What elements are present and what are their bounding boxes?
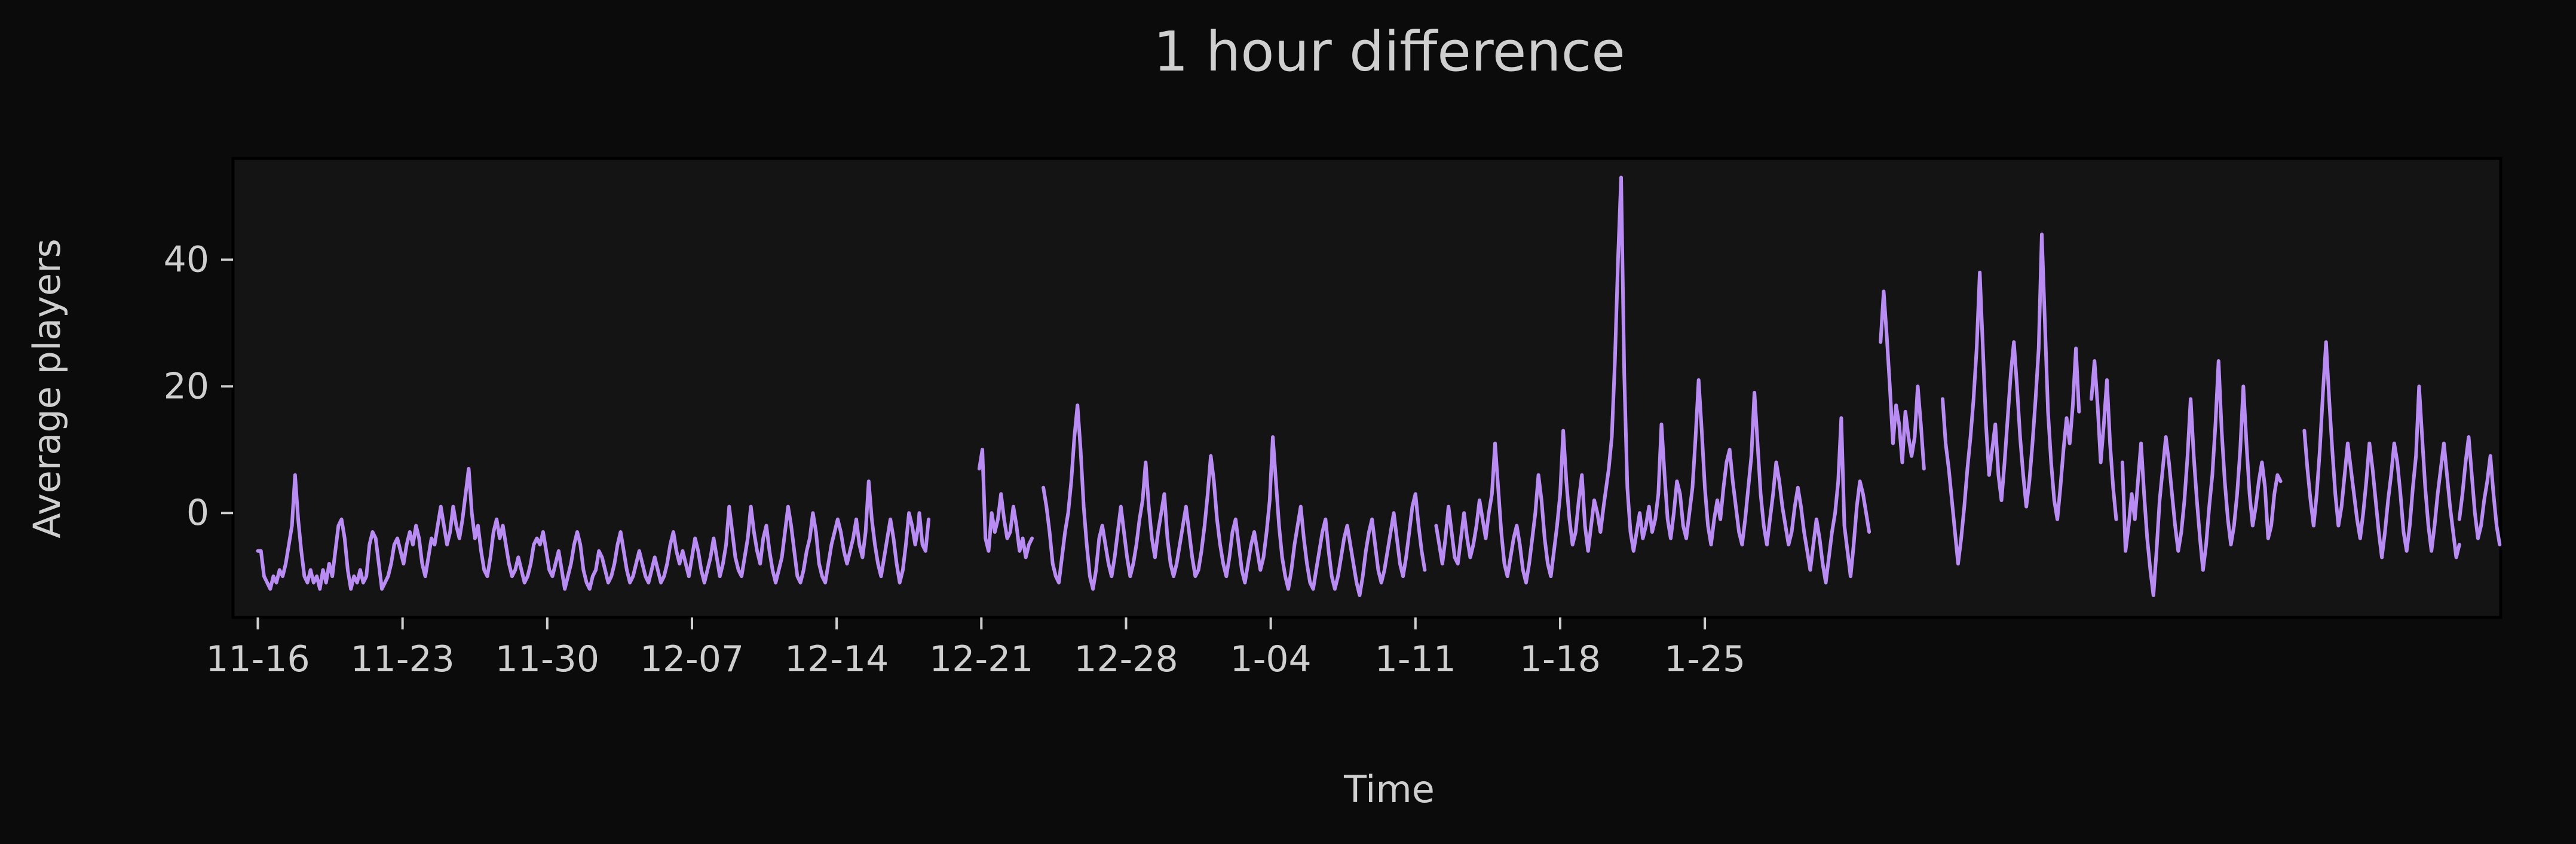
x-tick-label: 1-18 [1520, 638, 1601, 680]
x-axis-label: Time [1343, 767, 1435, 811]
series-layer [256, 175, 2502, 597]
y-tick-label: 40 [164, 238, 209, 280]
series-line-segment [2120, 359, 2283, 597]
series-line-segment [2090, 359, 2118, 521]
x-axis: 11-16 11-23 11-30 12-07 12-14 12-21 12-28 1-04 1… [206, 617, 1745, 680]
series-line-segment [2457, 435, 2502, 547]
y-tick-label: 20 [164, 365, 209, 407]
series-line-segment [256, 467, 931, 591]
x-tick-label: 11-16 [206, 638, 310, 680]
y-axis-label: Average players [25, 238, 69, 539]
y-tick-label: 0 [186, 492, 209, 534]
series-line-segment [1941, 233, 2081, 565]
x-tick-label: 12-21 [929, 638, 1033, 680]
series-line-segment [2302, 340, 2461, 559]
series-line-segment [1434, 175, 1871, 585]
x-tick-label: 12-28 [1074, 638, 1178, 680]
x-tick-label: 1-11 [1375, 638, 1456, 680]
x-tick-label: 12-07 [640, 638, 744, 680]
y-axis: 0 20 40 [164, 238, 233, 534]
x-tick-label: 1-25 [1664, 638, 1745, 680]
series-line-segment [1879, 289, 1926, 471]
x-tick-label: 1-04 [1230, 638, 1312, 680]
chart-title: 1 hour difference [1153, 20, 1625, 84]
series-line-segment [1042, 403, 1427, 597]
x-tick-label: 12-14 [785, 638, 889, 680]
x-tick-label: 11-23 [350, 638, 454, 680]
series-line-segment [977, 448, 1034, 559]
x-tick-label: 11-30 [495, 638, 599, 680]
